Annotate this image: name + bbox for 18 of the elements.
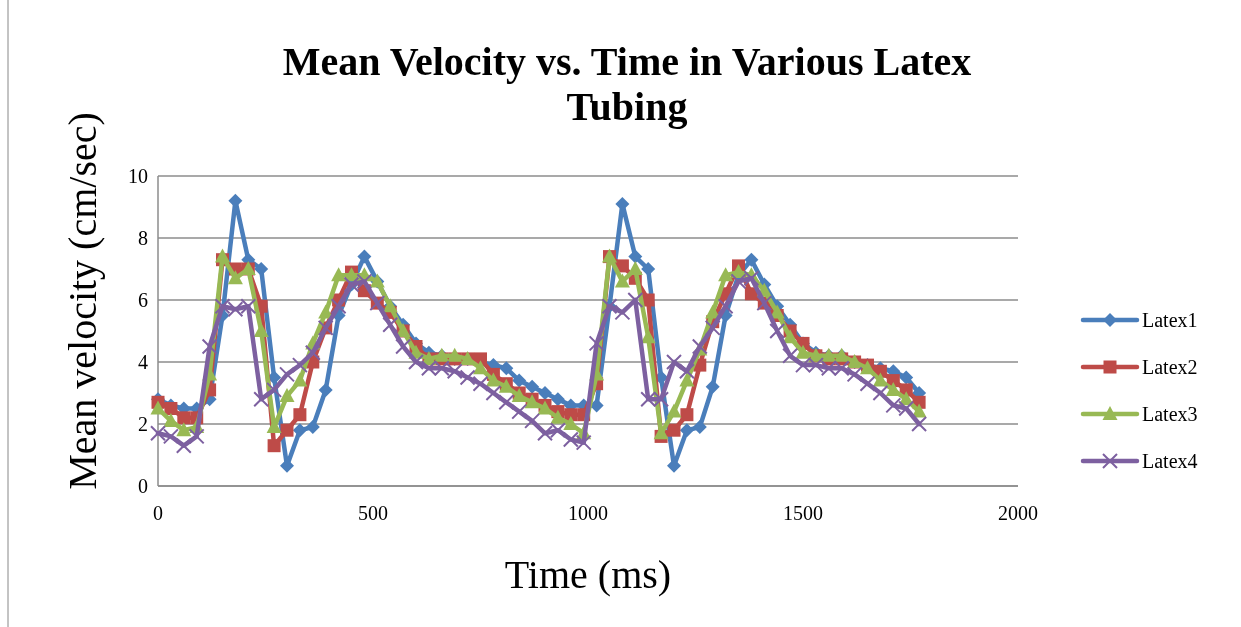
x-axis-title: Time (ms) [504,552,672,597]
y-tick-label: 10 [128,165,148,187]
legend-label: Latex2 [1142,356,1198,378]
x-tick-label: 0 [153,502,163,524]
x-tick-label: 1500 [783,502,823,524]
y-tick-label: 6 [138,289,148,311]
chart-title: Mean Velocity vs. Time in Various Latex Tubing [282,39,972,129]
legend-label: Latex3 [1142,403,1198,425]
x-tick-label: 500 [358,502,388,524]
y-tick-label: 4 [138,351,148,373]
legend-label: Latex4 [1142,450,1198,472]
y-axis-title: Mean velocity (cm/sec) [60,112,105,490]
y-tick-label: 0 [138,475,148,497]
x-tick-label: 2000 [998,502,1038,524]
x-tick-label: 1000 [568,502,608,524]
y-tick-label: 2 [138,413,148,435]
y-tick-label: 8 [138,227,148,249]
legend-label: Latex1 [1142,309,1198,331]
